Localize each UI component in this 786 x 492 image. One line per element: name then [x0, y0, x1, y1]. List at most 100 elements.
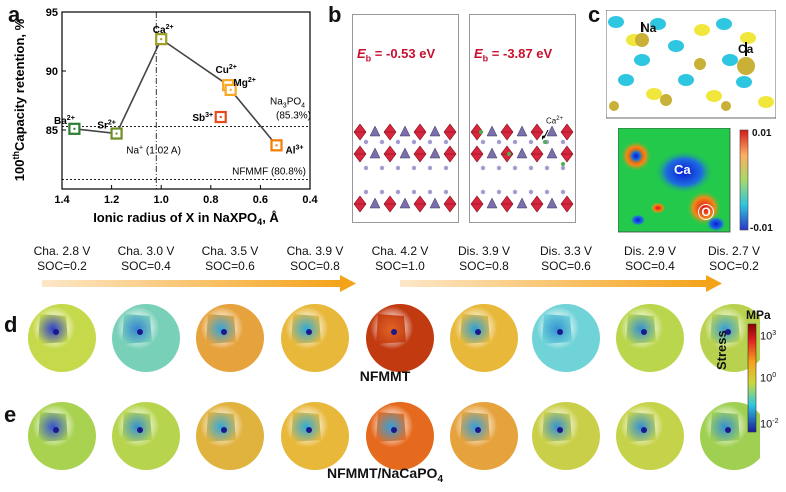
- sphere-core: [137, 427, 143, 433]
- state-voltage: Dis. 3.3 V: [539, 244, 593, 258]
- panel-c-letter: c: [588, 2, 601, 27]
- phosphate-tetrahedron: [429, 125, 441, 137]
- calcium-atom: [507, 152, 511, 156]
- data-point-center: [219, 116, 222, 119]
- stress-sphere: [616, 304, 684, 372]
- ca-site-annotation: Ca2+: [546, 116, 564, 126]
- sodium-atom: [528, 189, 534, 195]
- phosphate-tetrahedron: [486, 197, 498, 209]
- plot-frame: [61, 11, 311, 190]
- row-d-label: NFMMT: [359, 368, 411, 384]
- sphere-cross-section: [710, 314, 740, 344]
- stress-sphere: [700, 402, 760, 470]
- phosphate-tetrahedron: [516, 125, 528, 137]
- state-voltage: Dis. 2.7 V: [707, 244, 761, 258]
- sphere-cross-section: [376, 314, 406, 344]
- atom-sphere: [609, 101, 619, 111]
- process-arrows: [42, 275, 722, 292]
- charge-density-lobe: [650, 18, 666, 30]
- stress-sphere: [112, 402, 180, 470]
- sodium-atom: [363, 165, 369, 171]
- data-point-center: [275, 144, 278, 147]
- stress-sphere: [450, 402, 518, 470]
- retention-trend-line: [74, 37, 278, 146]
- sphere-cross-section: [291, 412, 321, 442]
- sodium-atom: [512, 139, 518, 145]
- phosphate-tetrahedron: [399, 147, 411, 159]
- sodium-atom: [411, 165, 417, 171]
- map-ca-label: Ca: [674, 162, 691, 177]
- na3po4-label: Na3PO4: [270, 96, 305, 109]
- x-tick-label: 0.4: [302, 194, 318, 206]
- y-tick-label: 85: [46, 125, 58, 137]
- charge-density-lobe: [716, 18, 732, 30]
- stress-sphere: [450, 304, 518, 372]
- metal-octahedron: [443, 195, 457, 213]
- metal-octahedron: [353, 123, 367, 141]
- sodium-atom: [528, 139, 534, 145]
- sodium-atom: [480, 139, 486, 145]
- charge-density-image: [606, 10, 776, 119]
- charge-arrow: [42, 280, 342, 287]
- phosphate-tetrahedron: [369, 125, 381, 137]
- sodium-atom: [395, 165, 401, 171]
- phosphate-tetrahedron: [516, 147, 528, 159]
- x-axis-label: Ionic radius of X in NaXPO4, Å: [93, 210, 279, 227]
- soc-state-label: Dis. 2.7 V SOC=0.2: [689, 244, 779, 274]
- state-soc: SOC=0.8: [290, 259, 340, 273]
- x-tick-label: 0.6: [253, 194, 268, 206]
- soc-state-label: Cha. 3.0 V SOC=0.4: [101, 244, 191, 274]
- sodium-atom: [379, 189, 385, 195]
- stress-sphere: [112, 304, 180, 372]
- metal-octahedron: [530, 123, 544, 141]
- sodium-atom: [560, 139, 566, 145]
- sodium-atom: [496, 139, 502, 145]
- charge-density-lobe: [618, 74, 634, 86]
- state-voltage: Dis. 3.9 V: [457, 244, 511, 258]
- calcium-atom: [479, 130, 483, 134]
- data-point-label: Sb3+: [192, 112, 213, 124]
- sodium-atom: [363, 189, 369, 195]
- stress-sphere: [196, 304, 264, 372]
- state-voltage: Dis. 2.9 V: [623, 244, 677, 258]
- state-soc: SOC=1.0: [375, 259, 425, 273]
- metal-octahedron: [353, 145, 367, 163]
- panel-e-letter: e: [4, 402, 17, 427]
- metal-octahedron: [383, 145, 397, 163]
- sodium-atom: [395, 189, 401, 195]
- stress-tick-high: 103: [760, 330, 777, 343]
- phosphate-tetrahedron: [486, 147, 498, 159]
- row-e-label: NFMMT/NaCaPO4: [326, 465, 443, 485]
- soc-state-label: Dis. 3.3 V SOC=0.6: [521, 244, 611, 274]
- metal-octahedron: [500, 123, 514, 141]
- soc-state-label: Cha. 3.5 V SOC=0.6: [185, 244, 275, 274]
- metal-octahedron: [443, 145, 457, 163]
- soc-state-label: Cha. 3.9 V SOC=0.8: [270, 244, 360, 274]
- calcium-atom: [543, 140, 547, 144]
- sphere-cross-section: [38, 314, 68, 344]
- na-ion-radius-label: Na+ (1.02 A): [126, 145, 181, 157]
- stress-sphere: [281, 402, 349, 470]
- sphere-cross-section: [710, 412, 740, 442]
- stress-tick-low: 10-2: [760, 418, 779, 431]
- metal-octahedron: [500, 195, 514, 213]
- charge-density-lobe: [634, 54, 650, 66]
- nfmmf-label: NFMMF (80.8%): [232, 167, 306, 178]
- discharge-arrow: [400, 280, 708, 287]
- sodium-atom: [560, 189, 566, 195]
- charge-density-lobe: [646, 88, 662, 100]
- state-voltage: Cha. 3.0 V: [117, 244, 175, 258]
- sodium-atom: [443, 139, 449, 145]
- sodium-atom: [544, 189, 550, 195]
- state-voltage: Cha. 2.8 V: [33, 244, 91, 258]
- sodium-atom: [496, 165, 502, 171]
- data-point-center: [115, 132, 118, 135]
- sphere-cross-section: [542, 412, 572, 442]
- sphere-cross-section: [626, 412, 656, 442]
- data-point-label: Mg2+: [233, 77, 255, 89]
- state-voltage: Cha. 3.5 V: [201, 244, 259, 258]
- soc-state-label: Dis. 2.9 V SOC=0.4: [605, 244, 695, 274]
- colorbar-c-min: -0.01: [750, 223, 773, 234]
- state-soc: SOC=0.6: [205, 259, 255, 273]
- y-axis-label: 100thCapacity retention, %: [11, 18, 27, 181]
